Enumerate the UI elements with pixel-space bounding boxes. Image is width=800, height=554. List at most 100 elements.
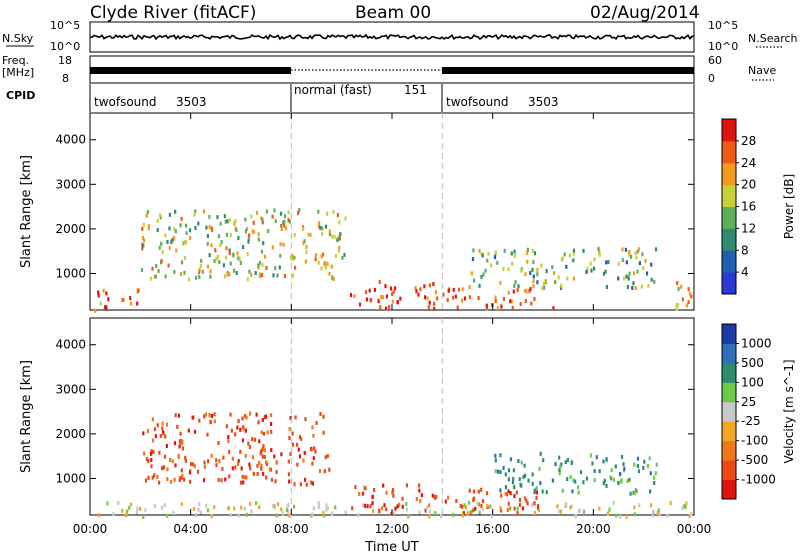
- velocity-echo-cell: [274, 479, 277, 484]
- power-echo-region: [349, 280, 439, 311]
- velocity-echo-cell: [461, 513, 464, 518]
- velocity-echo-cell: [535, 486, 538, 491]
- velocity-echo-cell: [467, 500, 471, 505]
- velocity-echo-cell: [291, 442, 295, 447]
- power-echo-cell: [228, 217, 231, 222]
- power-echo-cell: [331, 275, 334, 280]
- power-echo-cell: [554, 280, 557, 285]
- power-echo-cell: [184, 240, 187, 245]
- power-echo-cell: [265, 266, 268, 270]
- velocity-echo-cell: [289, 416, 292, 421]
- power-echo-cell: [423, 284, 426, 289]
- power-echo-cell: [654, 247, 658, 252]
- velocity-echo-cell: [125, 513, 128, 517]
- power-echo-cell: [248, 233, 251, 238]
- power-echo-cell: [433, 301, 436, 306]
- power-echo-cell: [276, 273, 279, 278]
- velocity-echo-cell: [166, 467, 169, 472]
- velocity-echo-cell: [499, 506, 502, 510]
- power-echo-cell: [291, 256, 294, 261]
- power-echo-cell: [650, 262, 653, 267]
- velocity-echo-cell: [558, 468, 561, 472]
- power-echo-cell: [279, 242, 282, 247]
- power-echo-cell: [168, 245, 171, 250]
- velocity-echo-cell: [455, 499, 458, 503]
- power-echo-cell: [220, 240, 223, 245]
- power-echo-cell: [478, 283, 481, 288]
- power-colorbar-tick-label: 28: [741, 134, 756, 148]
- power-echo-cell: [494, 299, 497, 303]
- power-echo-cell: [336, 238, 339, 243]
- velocity-echo-cell: [429, 509, 432, 514]
- power-echo-cell: [244, 229, 247, 234]
- power-echo-cell: [225, 246, 228, 251]
- power-echo-cell: [635, 255, 638, 260]
- power-echo-cell: [304, 259, 307, 264]
- power-echo-cell: [257, 263, 260, 268]
- power-echo-cell: [99, 301, 102, 306]
- velocity-echo-cell: [499, 488, 502, 493]
- power-colorbar-tick-label: 24: [741, 156, 756, 170]
- velocity-echo-cell: [317, 504, 320, 509]
- power-echo-cell: [338, 245, 341, 250]
- velocity-echo-cell: [304, 417, 307, 422]
- power-echo-cell: [97, 293, 100, 298]
- velocity-echo-cell: [642, 465, 645, 470]
- velocity-echo-cell: [136, 506, 139, 511]
- velocity-echo-cell: [262, 444, 265, 449]
- power-echo-cell: [199, 263, 202, 268]
- power-echo-cell: [141, 235, 144, 240]
- velocity-echo-cell: [203, 414, 206, 419]
- velocity-echo-cell: [531, 472, 534, 477]
- power-echo-cell: [637, 247, 641, 252]
- power-echo-cell: [200, 258, 203, 263]
- velocity-echo-cell: [106, 501, 109, 506]
- power-echo-cell: [226, 219, 229, 224]
- velocity-echo-cell: [619, 514, 622, 519]
- velocity-echo-cell: [605, 483, 608, 488]
- velocity-colorbar-tick-label: 500: [741, 356, 764, 370]
- velocity-echo-cell: [268, 467, 271, 472]
- velocity-echo-cell: [606, 511, 609, 516]
- velocity-echo-cell: [166, 477, 169, 482]
- power-echo-cell: [213, 259, 216, 264]
- velocity-echo-cell: [524, 473, 527, 478]
- velocity-echo-cell: [228, 449, 231, 454]
- power-echo-cell: [644, 258, 647, 263]
- velocity-echo-cell: [126, 509, 129, 514]
- power-echo-cell: [159, 213, 162, 218]
- velocity-echo-cell: [653, 481, 656, 485]
- velocity-echo-cell: [273, 454, 276, 459]
- power-echo-cell: [477, 296, 480, 300]
- velocity-echo-cell: [288, 436, 291, 440]
- power-echo-cell: [154, 274, 157, 279]
- power-echo-cell: [265, 209, 268, 214]
- power-echo-cell: [512, 289, 515, 294]
- velocity-echo-cell: [145, 457, 148, 462]
- velocity-echo-cell: [504, 485, 508, 490]
- velocity-echo-cell: [617, 481, 620, 485]
- velocity-echo-cell: [511, 480, 515, 485]
- velocity-echo-cell: [655, 462, 658, 467]
- power-echo-cell: [252, 230, 255, 235]
- velocity-echo-cell: [405, 507, 409, 512]
- power-echo-cell: [625, 274, 628, 279]
- velocity-echo-cell: [199, 510, 202, 515]
- power-echo-cell: [151, 266, 154, 271]
- power-echo-cell: [216, 215, 219, 220]
- velocity-echo-cell: [158, 480, 161, 485]
- power-echo-cell: [183, 270, 186, 275]
- power-echo-cell: [544, 279, 547, 284]
- power-echo-cell: [344, 216, 347, 221]
- power-echo-cell: [318, 221, 321, 226]
- power-echo-cell: [202, 209, 206, 214]
- velocity-echo-cell: [152, 449, 155, 454]
- power-echo-cell: [585, 270, 588, 274]
- power-echo-cell: [568, 253, 571, 258]
- velocity-colorbar-segment: [722, 362, 736, 383]
- velocity-echo-cell: [258, 439, 261, 444]
- velocity-echo-cell: [684, 505, 687, 510]
- velocity-echo-cell: [497, 469, 500, 474]
- velocity-echo-cell: [198, 418, 201, 423]
- freq-band-segment-3: [442, 67, 694, 74]
